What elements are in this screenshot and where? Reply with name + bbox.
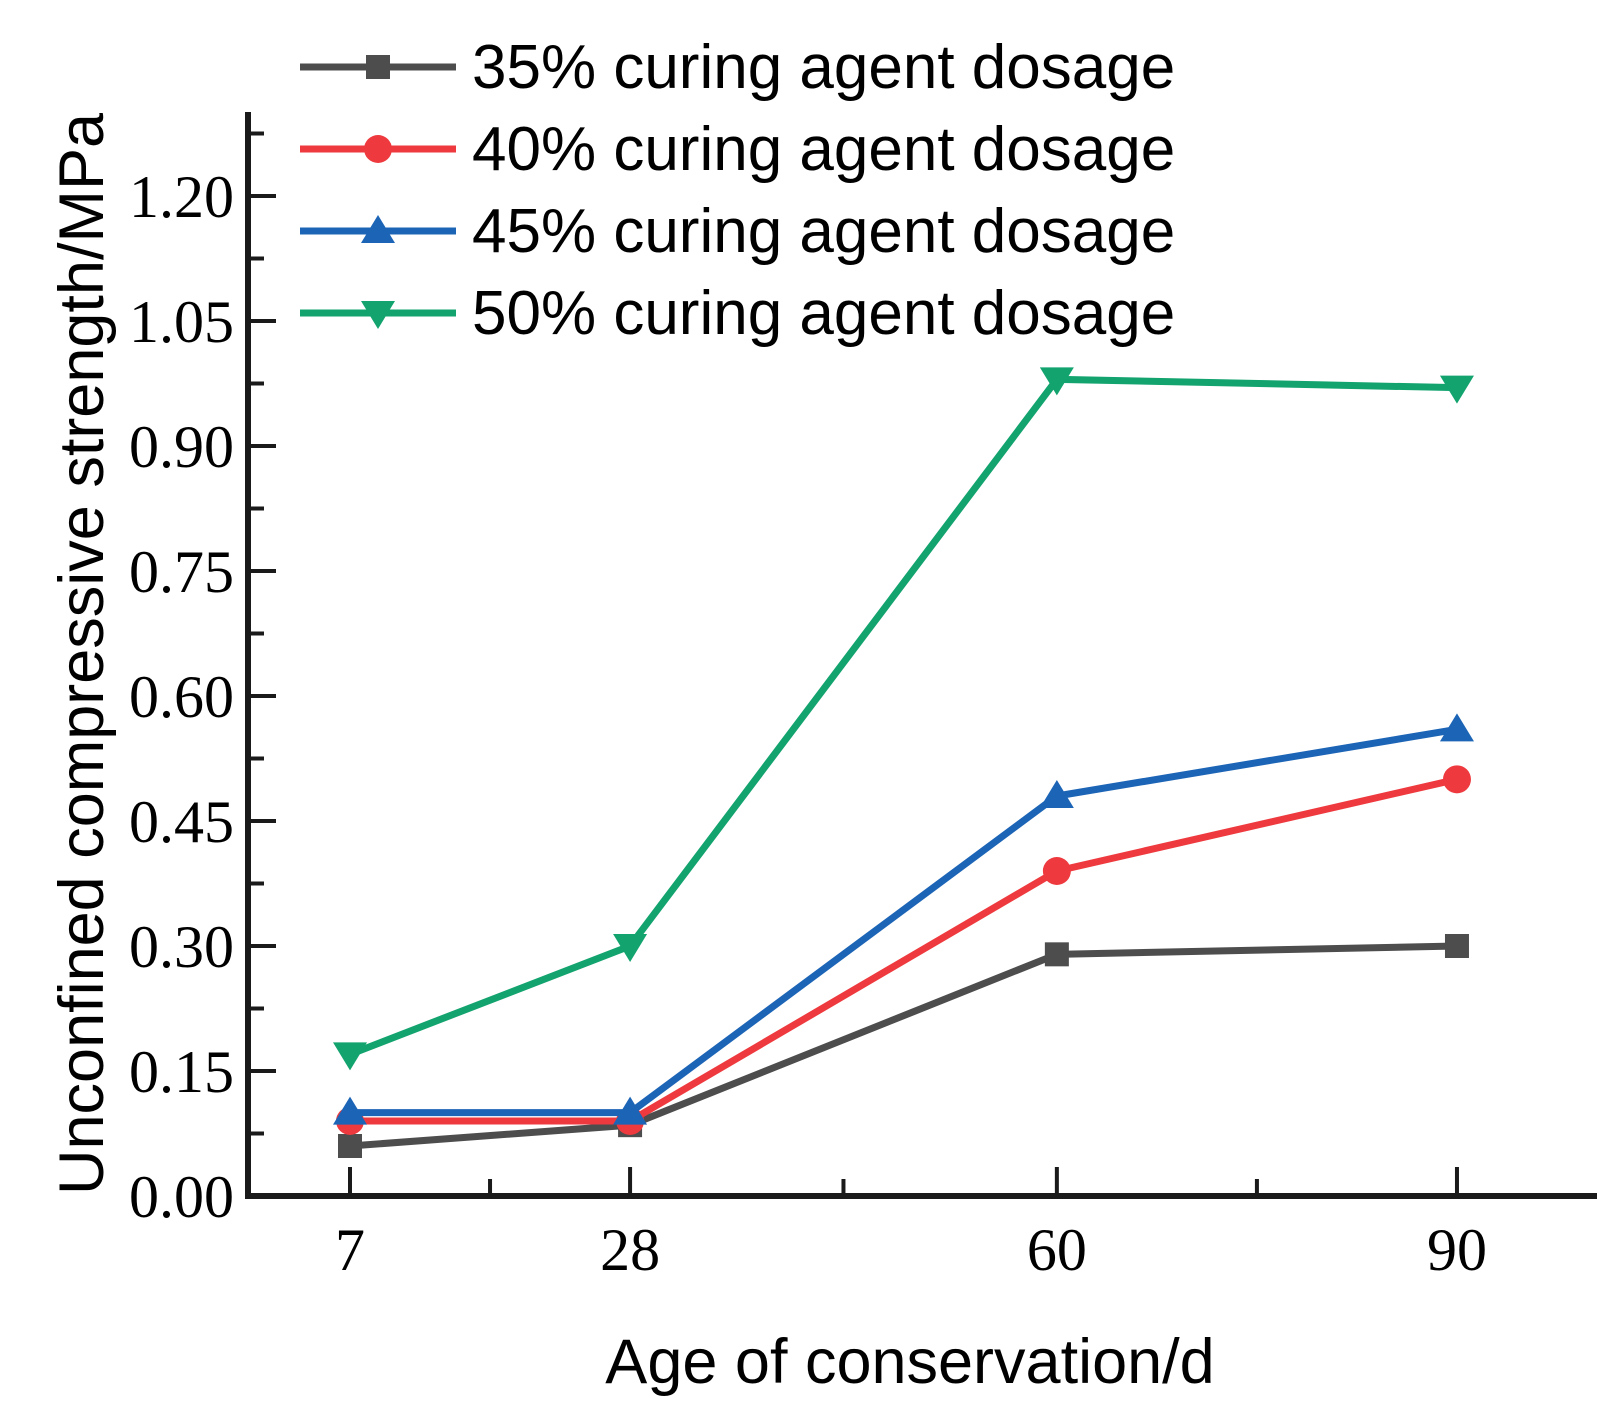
legend-item: 40% curing agent dosage xyxy=(298,108,1175,190)
triangle-down-marker-icon xyxy=(1039,367,1074,396)
y-tick-label: 0.30 xyxy=(129,914,234,980)
triangle-up-marker-icon xyxy=(333,1096,367,1125)
square-marker-icon xyxy=(366,55,390,79)
legend-item: 50% curing agent dosage xyxy=(298,272,1175,354)
square-marker-icon xyxy=(338,1134,362,1158)
series-line xyxy=(350,725,1458,1117)
x-axis-title: Age of conservation/d xyxy=(605,1327,1215,1397)
y-tick-label: 0.75 xyxy=(129,539,234,605)
circle-marker-icon xyxy=(1042,857,1071,886)
triangle-down-marker-icon xyxy=(333,1042,367,1071)
circle-marker-icon xyxy=(1442,765,1471,794)
triangle-up-marker-icon xyxy=(1439,713,1474,742)
x-tick-label: 60 xyxy=(1027,1217,1087,1283)
circle-marker-icon xyxy=(364,135,392,163)
x-tick-label: 7 xyxy=(335,1217,365,1283)
y-tick-label: 0.90 xyxy=(129,414,234,480)
chart-legend: 35% curing agent dosage 40% curing agent … xyxy=(298,26,1175,354)
legend-swatch xyxy=(300,55,456,79)
y-axis-title: Unconfined compressive strength/MPa xyxy=(47,112,117,1196)
y-tick-label: 0.45 xyxy=(129,789,234,855)
series-triangle-down xyxy=(333,367,1474,1071)
y-tick-label: 0.00 xyxy=(129,1164,234,1230)
series-line xyxy=(350,775,1458,1125)
legend-swatch xyxy=(300,215,456,243)
series-line xyxy=(349,942,1458,1150)
legend-label: 40% curing agent dosage xyxy=(472,114,1176,184)
x-tick-label: 90 xyxy=(1427,1217,1487,1283)
y-tick-label: 1.05 xyxy=(129,289,234,355)
legend-swatch xyxy=(300,135,456,163)
legend-swatch xyxy=(300,301,456,329)
triangle-down-marker-icon xyxy=(613,934,648,963)
legend-item: 35% curing agent dosage xyxy=(298,26,1175,108)
triangle-up-marker-icon xyxy=(361,215,395,243)
legend-label: 35% curing agent dosage xyxy=(472,32,1176,102)
x-tick-label: 28 xyxy=(600,1217,660,1283)
series-triangle-up xyxy=(333,713,1474,1125)
triangle-down-marker-icon xyxy=(361,301,395,329)
triangle-up-marker-icon xyxy=(613,1096,648,1125)
square-marker-icon xyxy=(1044,942,1069,967)
y-tick-label: 0.15 xyxy=(129,1039,234,1105)
legend-item: 45% curing agent dosage xyxy=(298,190,1175,272)
legend-label: 45% curing agent dosage xyxy=(472,196,1176,266)
series-line xyxy=(348,375,1458,1058)
y-tick-label: 1.20 xyxy=(129,164,234,230)
y-tick-label: 0.60 xyxy=(129,664,234,730)
legend-label: 50% curing agent dosage xyxy=(472,278,1176,348)
triangle-up-marker-icon xyxy=(1039,780,1074,809)
triangle-down-marker-icon xyxy=(1439,375,1474,404)
square-marker-icon xyxy=(1444,934,1469,959)
